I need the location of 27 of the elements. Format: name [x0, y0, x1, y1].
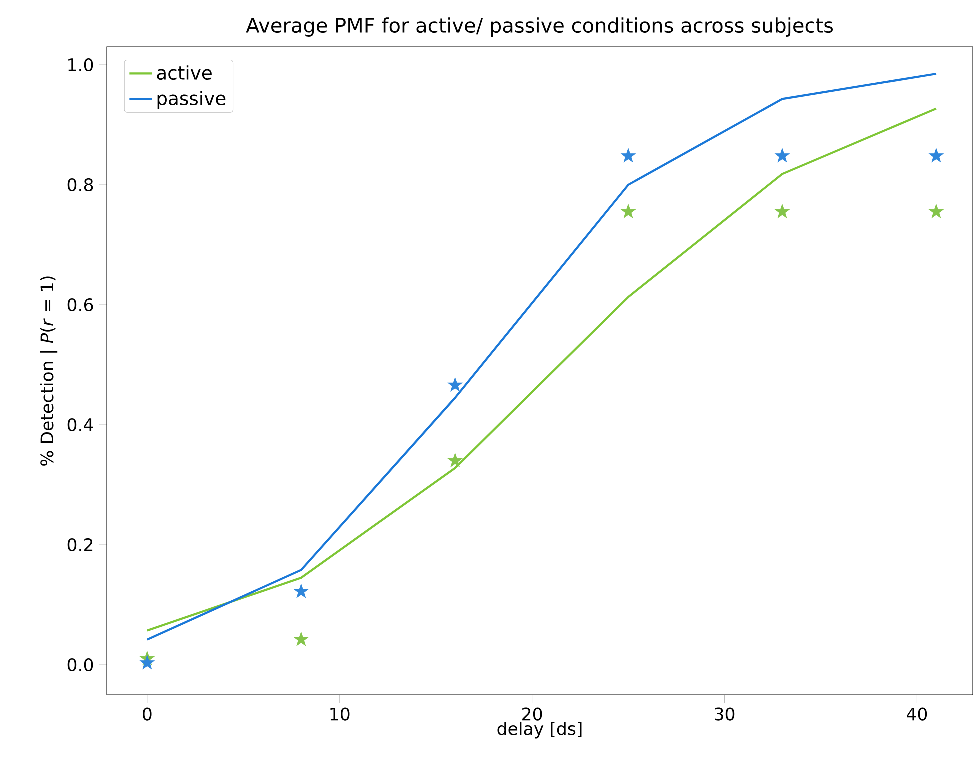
point	[621, 148, 636, 162]
y-tick-label: 0.4	[68, 418, 94, 432]
point	[929, 204, 944, 218]
y-tick-label: 0.8	[68, 178, 94, 192]
point	[448, 453, 463, 468]
point	[775, 148, 790, 162]
point	[294, 632, 309, 646]
x-axis-title: delay [ds]	[498, 722, 582, 739]
y-tick-label: 1.0	[68, 58, 94, 72]
y-tick-label: 0.0	[68, 658, 94, 672]
point	[621, 204, 636, 218]
point	[140, 656, 155, 670]
x-tick-label: 20	[522, 708, 542, 721]
x-tick-label: 10	[330, 708, 350, 721]
legend-label: active	[157, 66, 212, 80]
x-tick-label: 40	[907, 708, 928, 721]
point	[294, 584, 309, 598]
point	[775, 204, 790, 218]
x-tick-label: 30	[715, 708, 735, 721]
point	[929, 148, 944, 162]
x-tick-label: 0	[143, 708, 152, 721]
y-tick-label: 0.2	[68, 538, 93, 552]
legend-label: passive	[158, 91, 226, 110]
chart-title: Average PMF for active/ passive conditions across subjects	[246, 18, 834, 37]
y-tick-label: 0.6	[68, 298, 94, 312]
y-axis-title: % Detection | P(r = 1)	[40, 276, 58, 466]
point	[448, 378, 463, 392]
